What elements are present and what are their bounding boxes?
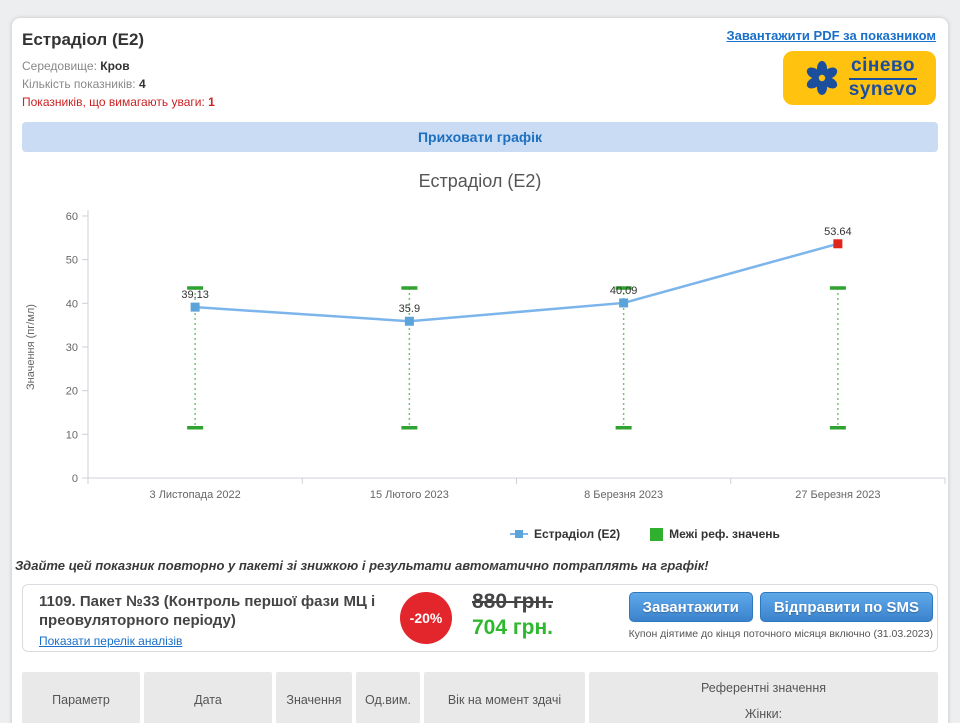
- send-sms-button[interactable]: Відправити по SMS: [759, 592, 933, 622]
- download-button[interactable]: Завантажити: [628, 592, 753, 622]
- results-table-header: Параметр Дата Значення Од.вим. Вік на мо…: [22, 672, 938, 723]
- legend-item-reference[interactable]: Межі реф. значень: [650, 527, 780, 541]
- col-reference-subnote: Жінки:: [744, 707, 783, 721]
- svg-text:15 Лютого 2023: 15 Лютого 2023: [370, 489, 449, 501]
- svg-text:Значення (пг/мл): Значення (пг/мл): [25, 304, 37, 390]
- package-offer-panel: 1109. Пакет №33 (Контроль першої фази МЦ…: [22, 584, 938, 652]
- medium-value: Кров: [100, 59, 130, 73]
- svg-text:50: 50: [66, 255, 78, 267]
- series-marker-icon: [510, 530, 528, 538]
- medium-line: Середовище: Кров: [22, 59, 215, 73]
- col-reference-label: Референтні значення: [700, 681, 826, 695]
- report-header: Естрадіол (E2) Середовище: Кров Кількіст…: [22, 30, 215, 109]
- col-value: Значення: [276, 672, 352, 723]
- col-reference: Референтні значення Жінки:: [589, 672, 938, 723]
- coupon-note: Купон діятиме до кінця поточного місяця …: [628, 628, 933, 640]
- col-parameter: Параметр: [22, 672, 140, 723]
- svg-text:0: 0: [72, 473, 78, 485]
- svg-text:10: 10: [66, 429, 78, 441]
- svg-text:35.9: 35.9: [399, 303, 420, 315]
- legend-series-label: Естрадіол (E2): [534, 527, 621, 541]
- attention-value: 1: [208, 95, 215, 109]
- svg-text:39.13: 39.13: [181, 289, 209, 301]
- promo-text: Здайте цей показник повторно у пакеті зі…: [15, 558, 709, 573]
- svg-text:3 Листопада 2022: 3 Листопада 2022: [150, 489, 241, 501]
- package-info: 1109. Пакет №33 (Контроль першої фази МЦ…: [39, 593, 469, 650]
- svg-text:27 Березня 2023: 27 Березня 2023: [795, 489, 880, 501]
- flower-icon: [806, 61, 837, 95]
- col-unit: Од.вим.: [356, 672, 420, 723]
- count-label: Кількість показників:: [22, 77, 136, 91]
- svg-text:40: 40: [66, 298, 78, 310]
- logo-line1: сінево: [848, 55, 918, 80]
- old-price: 880 грн.: [472, 590, 553, 613]
- chart-title: Естрадіол (E2): [418, 171, 542, 191]
- svg-text:20: 20: [66, 386, 78, 398]
- svg-text:40.09: 40.09: [610, 285, 638, 297]
- svg-text:53.64: 53.64: [824, 226, 852, 238]
- svg-text:30: 30: [66, 342, 78, 354]
- legend-reference-label: Межі реф. значень: [669, 527, 780, 541]
- hide-chart-button[interactable]: Приховати графік: [22, 122, 938, 152]
- show-analyses-link[interactable]: Показати перелік аналізів: [39, 633, 183, 648]
- col-age: Вік на момент здачі: [424, 672, 585, 723]
- count-value: 4: [138, 77, 146, 91]
- report-card: Естрадіол (E2) Середовище: Кров Кількіст…: [12, 18, 948, 723]
- svg-text:8 Березня 2023: 8 Березня 2023: [584, 489, 663, 501]
- package-actions: Завантажити Відправити по SMS Купон діят…: [628, 592, 933, 640]
- logo-line2: synevo: [848, 78, 918, 100]
- synevo-logo: сінево synevo: [783, 51, 936, 105]
- legend-item-series[interactable]: Естрадіол (E2): [510, 527, 620, 541]
- discount-badge: -20%: [400, 592, 452, 644]
- logo-wordmark: сінево synevo: [848, 55, 918, 101]
- page-title: Естрадіол (E2): [22, 30, 145, 49]
- col-date: Дата: [144, 672, 272, 723]
- price-block: 880 грн. 704 грн.: [472, 590, 553, 640]
- attention-label: Показників, що вимагають уваги:: [22, 95, 205, 109]
- new-price: 704 грн.: [472, 616, 553, 639]
- count-line: Кількість показників: 4: [22, 77, 215, 91]
- medium-label: Середовище:: [22, 59, 97, 73]
- package-title: 1109. Пакет №33 (Контроль першої фази МЦ…: [39, 593, 376, 629]
- attention-line: Показників, що вимагають уваги: 1: [22, 95, 215, 109]
- svg-text:60: 60: [66, 211, 78, 223]
- line-chart: 0 10 20 30 40 50 60 Значення (пг/мл) 3 Листопада…: [25, 210, 946, 501]
- download-pdf-link[interactable]: Завантажити PDF за показником: [726, 28, 936, 43]
- chart-legend: Естрадіол (E2) Межі реф. значень: [510, 527, 780, 541]
- reference-marker-icon: [650, 527, 664, 541]
